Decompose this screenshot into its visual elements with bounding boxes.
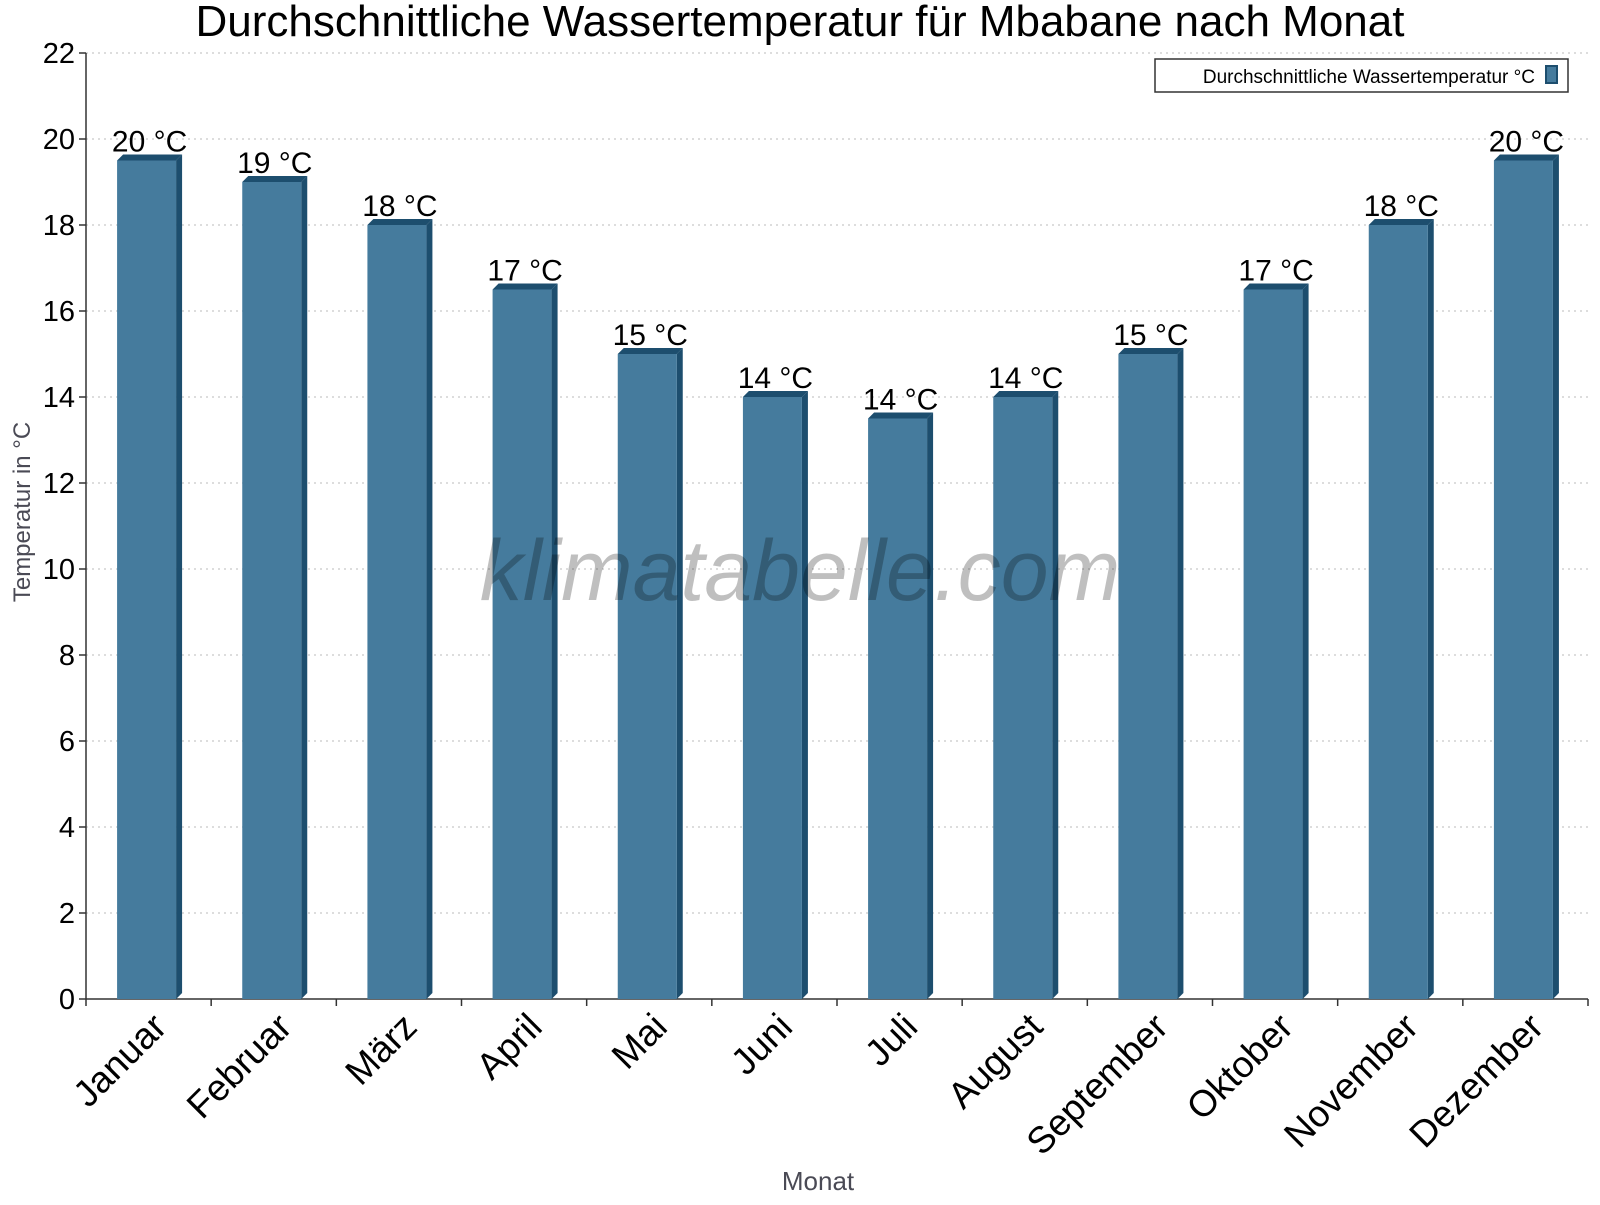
chart-title: Durchschnittliche Wassertemperatur für M… bbox=[196, 0, 1405, 46]
bar-top bbox=[1493, 154, 1559, 161]
data-label: 19 °C bbox=[237, 147, 312, 180]
data-label: 14 °C bbox=[863, 384, 938, 417]
bar-top bbox=[1368, 219, 1434, 225]
y-tick-label: 20 bbox=[43, 124, 75, 156]
bar bbox=[617, 354, 677, 999]
x-tick-label: Mai bbox=[604, 1006, 675, 1077]
x-tick-label: Dezember bbox=[1401, 1006, 1551, 1156]
y-tick-label: 16 bbox=[43, 296, 75, 328]
y-tick-label: 0 bbox=[59, 984, 75, 1016]
bar-top bbox=[492, 283, 558, 290]
x-tick-label: März bbox=[337, 1006, 424, 1093]
data-label: 14 °C bbox=[738, 362, 813, 395]
bar-top bbox=[242, 176, 308, 182]
y-tick-label: 22 bbox=[43, 38, 75, 70]
y-tick-label: 6 bbox=[59, 726, 75, 758]
bar-side bbox=[551, 283, 558, 999]
bar-top bbox=[742, 391, 808, 397]
bar bbox=[1243, 289, 1303, 999]
bar bbox=[1493, 160, 1553, 999]
x-tick-label: Juni bbox=[723, 1006, 800, 1083]
bar bbox=[242, 182, 302, 999]
data-label: 15 °C bbox=[613, 319, 688, 352]
bar-side bbox=[1552, 154, 1559, 999]
data-label: 14 °C bbox=[988, 362, 1063, 395]
bar bbox=[742, 397, 802, 999]
bar bbox=[1118, 354, 1178, 999]
bar-side bbox=[1177, 348, 1184, 999]
y-tick-label: 18 bbox=[43, 210, 75, 242]
bar-side bbox=[1052, 391, 1059, 999]
bar-side bbox=[1302, 283, 1309, 999]
bar-top bbox=[1118, 348, 1184, 354]
x-tick-label: Januar bbox=[65, 1006, 174, 1115]
bar-side bbox=[426, 219, 433, 999]
watermark: klimatabelle.com bbox=[480, 523, 1120, 619]
bar-side bbox=[176, 154, 183, 999]
bar-side bbox=[927, 412, 934, 999]
y-tick-label: 14 bbox=[43, 382, 75, 414]
y-tick-label: 8 bbox=[59, 640, 75, 672]
data-label: 17 °C bbox=[487, 255, 562, 288]
y-axis-title: Temperatur in °C bbox=[9, 422, 36, 602]
legend: Durchschnittliche Wassertemperatur °C bbox=[1154, 58, 1569, 93]
legend-label: Durchschnittliche Wassertemperatur °C bbox=[1203, 67, 1535, 88]
bar bbox=[1368, 225, 1428, 999]
y-tick-label: 4 bbox=[59, 812, 75, 844]
x-tick-label: Februar bbox=[179, 1006, 300, 1127]
data-label: 18 °C bbox=[1364, 190, 1439, 223]
bar bbox=[367, 225, 427, 999]
bar bbox=[868, 418, 928, 999]
bar-top bbox=[868, 412, 934, 419]
grid-lines bbox=[86, 52, 1588, 914]
bars: 20 °C 19 °C 18 °C 17 °C 15 °C 14 °C 14 °C 14 °C… bbox=[112, 126, 1564, 999]
x-tick-label: April bbox=[468, 1006, 549, 1087]
x-tick-label: November bbox=[1276, 1006, 1426, 1156]
data-label: 15 °C bbox=[1113, 319, 1188, 352]
x-axis-title: Monat bbox=[782, 1166, 855, 1196]
bar-top bbox=[617, 348, 683, 354]
bar-side bbox=[676, 348, 683, 999]
bar-side bbox=[301, 176, 308, 999]
bar-side bbox=[1427, 219, 1434, 999]
data-label: 17 °C bbox=[1238, 255, 1313, 288]
bar-top bbox=[993, 391, 1059, 397]
x-tick-label: August bbox=[940, 1005, 1051, 1116]
bar-top bbox=[367, 219, 433, 225]
bar-top bbox=[1243, 283, 1309, 290]
legend-box bbox=[1154, 58, 1569, 93]
bar bbox=[993, 397, 1053, 999]
x-tick-label: Oktober bbox=[1179, 1006, 1301, 1128]
bar bbox=[117, 160, 177, 999]
data-label: 20 °C bbox=[1489, 126, 1564, 159]
bar bbox=[492, 289, 552, 999]
bar-side bbox=[801, 391, 808, 999]
x-tick-label: Juli bbox=[857, 1006, 925, 1074]
legend-swatch bbox=[1545, 65, 1558, 84]
y-tick-label: 2 bbox=[59, 898, 75, 930]
data-label: 18 °C bbox=[362, 190, 437, 223]
y-tick-label: 12 bbox=[43, 468, 75, 500]
data-label: 20 °C bbox=[112, 126, 187, 159]
y-tick-label: 10 bbox=[43, 554, 75, 586]
bar-top bbox=[117, 154, 183, 161]
